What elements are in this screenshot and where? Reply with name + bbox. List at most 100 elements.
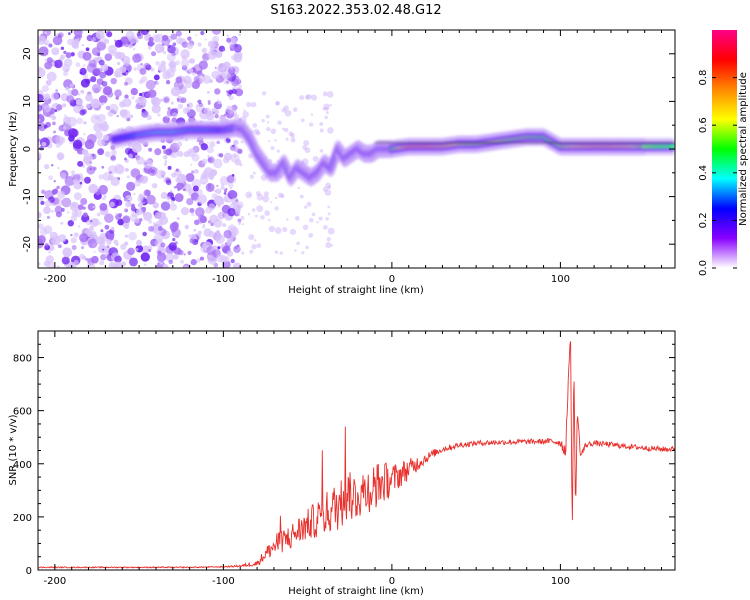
- noise-speckle: [71, 210, 78, 217]
- noise-speckle: [211, 70, 220, 80]
- noise-speckle: [175, 76, 183, 84]
- noise-speckle: [143, 189, 151, 197]
- noise-speckle: [55, 89, 58, 92]
- noise-speckle: [83, 121, 87, 125]
- noise-speckle: [60, 46, 65, 51]
- noise-speckle: [186, 43, 193, 50]
- noise-speckle: [228, 95, 234, 101]
- noise-speckle: [170, 200, 175, 204]
- noise-speckle: [212, 245, 218, 250]
- noise-speckle: [86, 165, 96, 175]
- noise-speckle: [51, 164, 54, 167]
- noise-speckle: [128, 231, 137, 241]
- noise-speckle: [195, 34, 198, 37]
- noise-speckle: [78, 93, 81, 96]
- spectrogram-ytick-label: -20: [22, 236, 33, 252]
- noise-speckle: [119, 65, 127, 74]
- snr-series: [38, 341, 675, 569]
- noise-speckle: [71, 88, 79, 97]
- noise-speckle: [143, 159, 153, 169]
- noise-speckle: [191, 170, 195, 174]
- noise-speckle: [124, 94, 129, 99]
- noise-speckle: [98, 95, 108, 104]
- noise-speckle: [104, 151, 111, 158]
- noise-speckle: [115, 96, 119, 100]
- noise-speckle: [151, 104, 161, 114]
- noise-speckle: [231, 197, 239, 205]
- noise-speckle: [215, 51, 223, 58]
- noise-speckle: [83, 132, 86, 136]
- noise-speckle: [135, 155, 138, 158]
- noise-speckle: [329, 104, 332, 107]
- noise-speckle: [154, 148, 162, 156]
- noise-speckle: [88, 183, 99, 194]
- noise-speckle: [120, 243, 127, 250]
- noise-speckle: [76, 117, 83, 125]
- noise-speckle: [167, 45, 176, 54]
- noise-speckle: [102, 134, 110, 141]
- noise-speckle: [268, 218, 271, 222]
- snr-line: [38, 341, 675, 569]
- noise-speckle: [325, 242, 332, 249]
- noise-speckle: [226, 80, 229, 84]
- noise-speckle: [228, 66, 236, 75]
- noise-speckle: [235, 88, 244, 97]
- noise-speckle: [183, 253, 186, 256]
- noise-speckle: [101, 80, 108, 87]
- noise-speckle: [120, 109, 131, 119]
- spectrogram-ytick-label: 20: [22, 47, 33, 60]
- noise-speckle: [87, 203, 96, 211]
- noise-speckle: [101, 86, 104, 90]
- noise-speckle: [65, 86, 70, 91]
- noise-speckle: [197, 214, 207, 223]
- noise-speckle: [274, 250, 279, 254]
- ridge-core: [669, 144, 675, 150]
- noise-speckle: [146, 115, 152, 121]
- noise-speckle: [308, 232, 314, 238]
- noise-speckle: [289, 228, 297, 235]
- noise-speckle: [166, 52, 176, 62]
- noise-speckle: [128, 35, 138, 44]
- noise-speckle: [230, 258, 235, 264]
- noise-speckle: [38, 104, 43, 112]
- noise-speckle: [327, 91, 334, 98]
- noise-speckle: [264, 210, 271, 216]
- noise-speckle: [123, 197, 128, 202]
- noise-speckle: [71, 170, 75, 175]
- noise-speckle: [296, 241, 300, 246]
- noise-speckle: [123, 60, 131, 67]
- noise-speckle: [197, 42, 202, 47]
- noise-speckle: [127, 247, 135, 256]
- noise-speckle: [129, 257, 138, 267]
- noise-speckle: [186, 104, 190, 107]
- noise-speckle: [100, 103, 104, 107]
- noise-speckle: [86, 262, 96, 268]
- noise-speckle: [236, 201, 244, 209]
- noise-speckle: [163, 97, 170, 103]
- noise-speckle: [252, 171, 256, 175]
- noise-speckle: [38, 154, 42, 160]
- noise-speckle: [153, 74, 160, 81]
- snr-xtick-label: -100: [212, 576, 235, 587]
- noise-speckle: [77, 204, 84, 210]
- noise-speckle: [102, 101, 106, 105]
- noise-speckle: [147, 46, 152, 50]
- noise-speckle: [184, 224, 190, 230]
- noise-speckle: [312, 156, 319, 162]
- noise-speckle: [114, 39, 123, 48]
- noise-speckle: [141, 245, 150, 254]
- noise-speckle: [48, 175, 53, 181]
- noise-speckle: [311, 212, 316, 217]
- noise-speckle: [231, 104, 238, 111]
- noise-speckle: [279, 251, 284, 255]
- noise-speckle: [177, 151, 184, 157]
- noise-speckle: [175, 60, 181, 66]
- noise-speckle: [222, 48, 226, 52]
- noise-speckle: [100, 254, 107, 261]
- noise-speckle: [106, 31, 113, 38]
- noise-speckle: [213, 218, 223, 228]
- noise-speckle: [61, 256, 70, 265]
- snr-xlabel: Height of straight line (km): [288, 586, 424, 597]
- noise-speckle: [240, 140, 244, 144]
- noise-speckle: [136, 239, 143, 246]
